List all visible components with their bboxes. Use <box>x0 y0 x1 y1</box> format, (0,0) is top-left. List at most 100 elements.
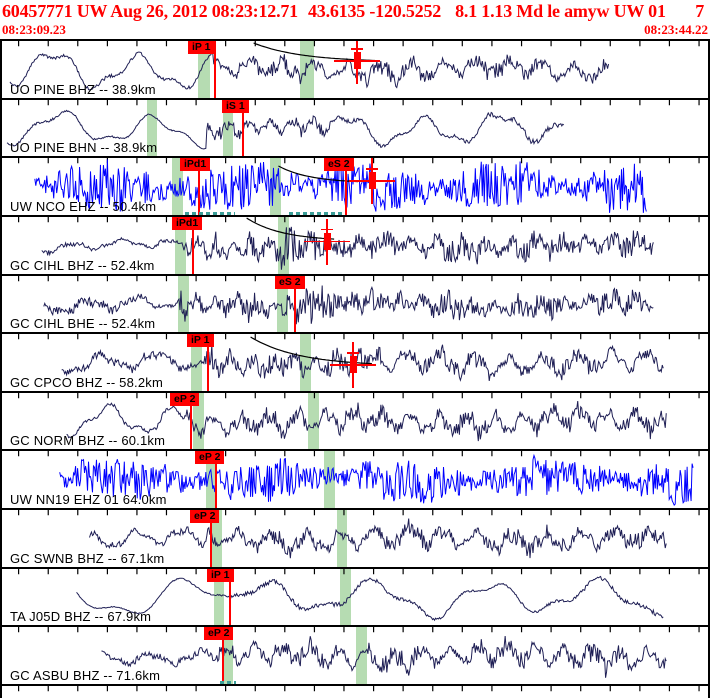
waveform[interactable] <box>2 627 708 684</box>
pick-flag[interactable]: eP 2 <box>190 510 220 524</box>
coda-end-marker[interactable] <box>349 158 395 205</box>
pick-line <box>198 158 200 215</box>
waveform[interactable] <box>2 216 708 274</box>
trace-row-gc-cihl-bhe-52-4km[interactable]: eS 2 GC CIHL BHE -- 52.4km <box>2 273 708 333</box>
trace-row-gc-swnb-bhz-67-1km[interactable]: eP 2 GC SWNB BHZ -- 67.1km <box>2 508 708 567</box>
station-label: GC ASBU BHZ -- 71.6km <box>10 668 161 684</box>
time-ticks <box>18 275 700 281</box>
duration-marker <box>185 211 235 215</box>
station-label: UO PINE BHZ -- 38.9km <box>10 81 156 97</box>
duration-marker <box>289 211 342 215</box>
coda-end-marker-part <box>353 52 361 69</box>
pick-line <box>222 627 224 685</box>
pick-flag[interactable]: eS 2 <box>275 275 305 289</box>
bottom-ticks <box>18 686 700 692</box>
trace-row-gc-asbu-bhz-71-6km[interactable]: eP 2 GC ASBU BHZ -- 71.6km <box>2 625 708 685</box>
waveform[interactable] <box>2 568 708 626</box>
trace-row-uw-nn19-ehz-01-64-0km[interactable]: eP 2 UW NN19 EHZ 01 64.0km <box>2 449 708 509</box>
station-label: UO PINE BHN -- 38.9km <box>10 140 158 156</box>
trace-row-uo-pine-bhz-38-9km[interactable]: iP 1 UO PINE BHZ -- 38.9km <box>2 39 708 98</box>
phase-window-band <box>193 392 204 450</box>
trace-count: 7 <box>695 1 704 21</box>
trace-area: iP 1 UO PINE BHZ -- 38.9km iS 1 UO PINE BHN… <box>0 39 710 685</box>
station-label: UW NN19 EHZ 01 64.0km <box>10 492 167 508</box>
phase-window-band <box>340 568 351 626</box>
station-label: UW NCO EHZ -- 50.4km <box>10 198 157 214</box>
phase-window-band <box>211 510 222 567</box>
coda-end-marker-part <box>323 232 331 250</box>
pick-line <box>294 275 296 333</box>
seismogram-trace <box>6 109 565 150</box>
coda-end-marker[interactable] <box>304 218 350 265</box>
waveform[interactable] <box>2 334 708 391</box>
phase-window-band <box>337 510 347 567</box>
trace-row-uo-pine-bhn-38-9km[interactable]: iS 1 UO PINE BHN -- 38.9km <box>2 97 708 157</box>
trace-row-gc-cihl-bhz-52-4km[interactable]: iPd1 GC CIHL BHZ -- 52.4km <box>2 214 708 274</box>
station-label: GC NORM BHZ -- 60.1km <box>10 433 166 449</box>
event-id-time: 60457771 UW Aug 26, 2012 08:23:12.71 <box>2 1 298 21</box>
phase-window-band <box>214 568 224 626</box>
window-end-time: 08:23:44.22 <box>644 22 708 37</box>
pick-line <box>207 334 209 391</box>
coda-end-marker-part <box>368 172 376 190</box>
trace-row-uw-nco-ehz-50-4km[interactable]: iPd1 eS 2 UW NCO EHZ -- 50.4km <box>2 156 708 215</box>
event-coordinates: 43.6135 -120.5252 <box>307 1 442 21</box>
waveform[interactable] <box>2 510 708 567</box>
pick-flag[interactable]: iPd1 <box>172 216 203 230</box>
phase-window-band <box>356 627 367 685</box>
trace-row-ta-j05d-bhz-67-9km[interactable]: iP 1 TA J05D BHZ -- 67.9km <box>2 566 708 626</box>
trace-row-gc-norm-bhz-60-1km[interactable]: eP 2 GC NORM BHZ -- 60.1km <box>2 390 708 450</box>
pick-line <box>215 451 217 509</box>
pick-flag[interactable]: iPd1 <box>180 158 211 172</box>
pick-line <box>229 568 231 626</box>
pick-flag[interactable]: iP 1 <box>187 334 214 348</box>
seismogram-trace <box>9 51 610 91</box>
pick-line <box>190 392 192 450</box>
seismogram-trace <box>66 400 667 441</box>
pick-flag[interactable]: eP 2 <box>170 392 200 406</box>
event-magnitude-info: 8.1 1.13 Md le amyw UW 01 <box>455 1 666 21</box>
coda-decay-curve <box>246 217 335 240</box>
phase-window-band <box>172 158 183 215</box>
time-ticks <box>18 451 700 457</box>
pick-flag[interactable]: eS 2 <box>324 158 354 172</box>
phase-window-band <box>277 275 288 333</box>
pick-flag[interactable]: eP 2 <box>204 627 234 641</box>
coda-end-marker-part <box>347 352 359 354</box>
seismogram-trace <box>41 226 654 270</box>
time-ticks <box>18 216 700 223</box>
time-ticks <box>18 510 700 516</box>
coda-end-marker-part <box>351 48 363 50</box>
time-window-line: 08:23:09.23 08:23:44.22 <box>0 22 710 38</box>
pick-flag[interactable]: eP 2 <box>195 451 225 465</box>
waveform[interactable] <box>2 41 708 98</box>
waveform[interactable] <box>2 275 708 333</box>
trace-row-gc-cpco-bhz-58-2km[interactable]: iP 1 GC CPCO BHZ -- 58.2km <box>2 332 708 391</box>
pick-flag[interactable]: iP 1 <box>188 41 215 54</box>
bottom-ruler <box>0 684 710 698</box>
coda-end-marker[interactable] <box>334 40 380 84</box>
seismogram-trace <box>61 344 664 383</box>
phase-window-band <box>175 216 186 274</box>
seismogram-trace <box>101 636 667 679</box>
pick-flag[interactable]: iS 1 <box>222 99 249 113</box>
phase-window-band <box>178 275 189 333</box>
station-label: GC CIHL BHE -- 52.4km <box>10 316 156 332</box>
pick-flag[interactable]: iP 1 <box>207 568 234 582</box>
coda-end-marker[interactable] <box>330 342 376 389</box>
time-ticks <box>18 568 700 574</box>
phase-window-band <box>308 392 319 450</box>
seismogram-trace <box>43 285 654 324</box>
waveform[interactable] <box>2 392 708 450</box>
event-summary-line: 60457771 UW Aug 26, 2012 08:23:12.71 43.… <box>0 0 710 22</box>
waveform[interactable] <box>2 99 708 157</box>
waveform[interactable] <box>2 451 708 508</box>
station-label: GC CIHL BHZ -- 52.4km <box>10 257 155 273</box>
phase-window-band <box>147 99 157 157</box>
duration-marker <box>220 681 236 685</box>
coda-end-marker-part <box>349 356 357 374</box>
coda-end-marker-part <box>366 168 378 170</box>
station-label: TA J05D BHZ -- 67.9km <box>10 609 152 625</box>
phase-window-band <box>198 41 210 98</box>
seismogram-trace <box>89 518 667 559</box>
